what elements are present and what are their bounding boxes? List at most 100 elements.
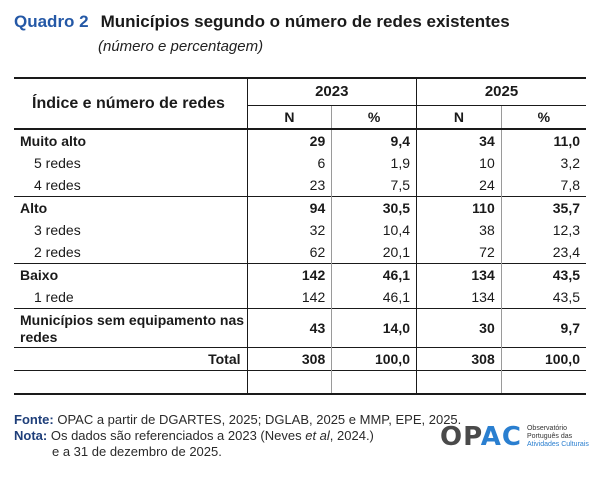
cell-value: 134 (416, 286, 502, 309)
cell-value: 308 (246, 347, 332, 371)
col-header-n-2025: N (416, 105, 502, 130)
col-header-pct-2025: % (500, 105, 586, 130)
cell-value: 94 (246, 196, 332, 219)
cell-value: 14,0 (331, 308, 417, 348)
title-row: Quadro 2 Municípios segundo o número de … (14, 12, 510, 32)
cell-value: 46,1 (331, 286, 417, 309)
empty-cell (416, 370, 502, 395)
note-line-2: e a 31 de dezembro de 2025. (52, 444, 222, 459)
col-header-n-2023: N (246, 105, 332, 130)
row-label: Baixo (14, 263, 247, 286)
logo-line-3: Atividades Culturais (526, 441, 589, 448)
data-table-wrapper: Índice e número de redes 2023 2025 N % N… (14, 77, 586, 395)
data-table: Índice e número de redes 2023 2025 N % N… (14, 77, 586, 395)
cell-value: 29 (246, 129, 332, 152)
logo-tagline: Observatório Português das Atividades Cu… (527, 425, 589, 449)
note-text-italic: et al (305, 428, 330, 443)
row-label: 2 redes (34, 244, 81, 260)
cell-value: 10,4 (331, 219, 417, 241)
table-row: Alto 94 30,5 110 35,7 (14, 196, 586, 219)
logo-line-1: Observatório (526, 425, 568, 432)
total-label: Total (14, 347, 247, 371)
cell-value: 9,4 (331, 129, 417, 152)
cell-value: 100,0 (500, 347, 586, 371)
header-row-units: N % N % (14, 105, 586, 130)
empty-cell (500, 370, 586, 395)
table-row: 1 rede 142 46,1 134 43,5 (14, 286, 586, 309)
empty-cell (331, 370, 417, 395)
empty-cell (14, 370, 247, 395)
row-label: 5 redes (34, 155, 81, 171)
cell-value: 24 (416, 174, 502, 197)
table-row: Muito alto 29 9,4 34 11,0 (14, 129, 586, 152)
cell-value: 7,8 (500, 174, 586, 197)
cell-value: 35,7 (500, 196, 586, 219)
cell-value: 142 (246, 286, 332, 309)
cell-value: 32 (246, 219, 332, 241)
cell-value: 12,3 (500, 219, 586, 241)
note-text-post: , 2024.) (329, 428, 374, 443)
cell-value: 62 (246, 241, 332, 264)
footnotes: Fonte: OPAC a partir de DGARTES, 2025; D… (14, 412, 461, 460)
cell-value: 7,5 (331, 174, 417, 197)
empty-row (14, 370, 586, 395)
cell-value: 100,0 (331, 347, 417, 371)
row-label: 3 redes (34, 222, 81, 238)
row-label: 1 rede (34, 289, 74, 305)
source-label: Fonte: (14, 412, 54, 427)
logo-text-ac: AC (480, 422, 522, 452)
cell-value: 9,7 (500, 308, 586, 348)
note-text-pre: Os dados são referenciados a 2023 (Neves (50, 428, 306, 443)
table-row: Baixo 142 46,1 134 43,5 (14, 263, 586, 286)
cell-value: 308 (416, 347, 502, 371)
cell-value: 23 (246, 174, 332, 197)
source-text: OPAC a partir de DGARTES, 2025; DGLAB, 2… (57, 412, 462, 427)
cell-value: 110 (416, 196, 502, 219)
logo-text-op: OP (440, 422, 481, 452)
year-header-2025: 2025 (416, 77, 586, 106)
row-label: Alto (14, 196, 247, 219)
cell-value: 43,5 (500, 263, 586, 286)
cell-value: 72 (416, 241, 502, 264)
table-row: 3 redes 32 10,4 38 12,3 (14, 219, 586, 241)
table-title: Municípios segundo o número de redes exi… (100, 12, 510, 31)
row-label: Muito alto (20, 133, 87, 149)
data-note: Nota: Os dados são referenciados a 2023 … (14, 428, 461, 444)
table-subtitle: (número e percentagem) (98, 38, 264, 55)
year-header-2023: 2023 (246, 77, 417, 106)
table-number-label: Quadro 2 (14, 12, 89, 31)
logo-line-2: Português das (526, 433, 573, 440)
cell-value: 30,5 (331, 196, 417, 219)
col-header-pct-2023: % (331, 105, 417, 130)
source-note: Fonte: OPAC a partir de DGARTES, 2025; D… (14, 412, 461, 428)
cell-value: 20,1 (331, 241, 417, 264)
cell-value: 142 (246, 263, 332, 286)
row-label: 4 redes (34, 177, 81, 193)
cell-value: 43,5 (500, 286, 586, 309)
cell-value: 6 (246, 152, 332, 174)
cell-value: 3,2 (500, 152, 586, 174)
row-header-label: Índice e número de redes (14, 77, 247, 130)
cell-value: 34 (416, 129, 502, 152)
header-row-years: Índice e número de redes 2023 2025 (14, 77, 586, 130)
cell-value: 30 (416, 308, 502, 348)
row-label: Municípios sem equipamento nas redes (14, 308, 247, 348)
cell-value: 10 (416, 152, 502, 174)
opac-logo: OPAC Observatório Português das Atividad… (440, 422, 589, 452)
logo-wordmark: OPAC (440, 422, 522, 452)
cell-value: 38 (416, 219, 502, 241)
cell-value: 46,1 (331, 263, 417, 286)
cell-value: 11,0 (500, 129, 586, 152)
cell-value: 23,4 (500, 241, 586, 264)
total-row: Total 308 100,0 308 100,0 (14, 347, 586, 371)
table-row: 4 redes 23 7,5 24 7,8 (14, 174, 586, 197)
table-row: 5 redes 6 1,9 10 3,2 (14, 152, 586, 174)
note-label: Nota: (14, 428, 48, 443)
cell-value: 43 (246, 308, 332, 348)
cell-value: 1,9 (331, 152, 417, 174)
cell-value: 134 (416, 263, 502, 286)
empty-cell (246, 370, 332, 395)
table-row: Municípios sem equipamento nas redes 43 … (14, 308, 586, 348)
table-row: 2 redes 62 20,1 72 23,4 (14, 241, 586, 264)
